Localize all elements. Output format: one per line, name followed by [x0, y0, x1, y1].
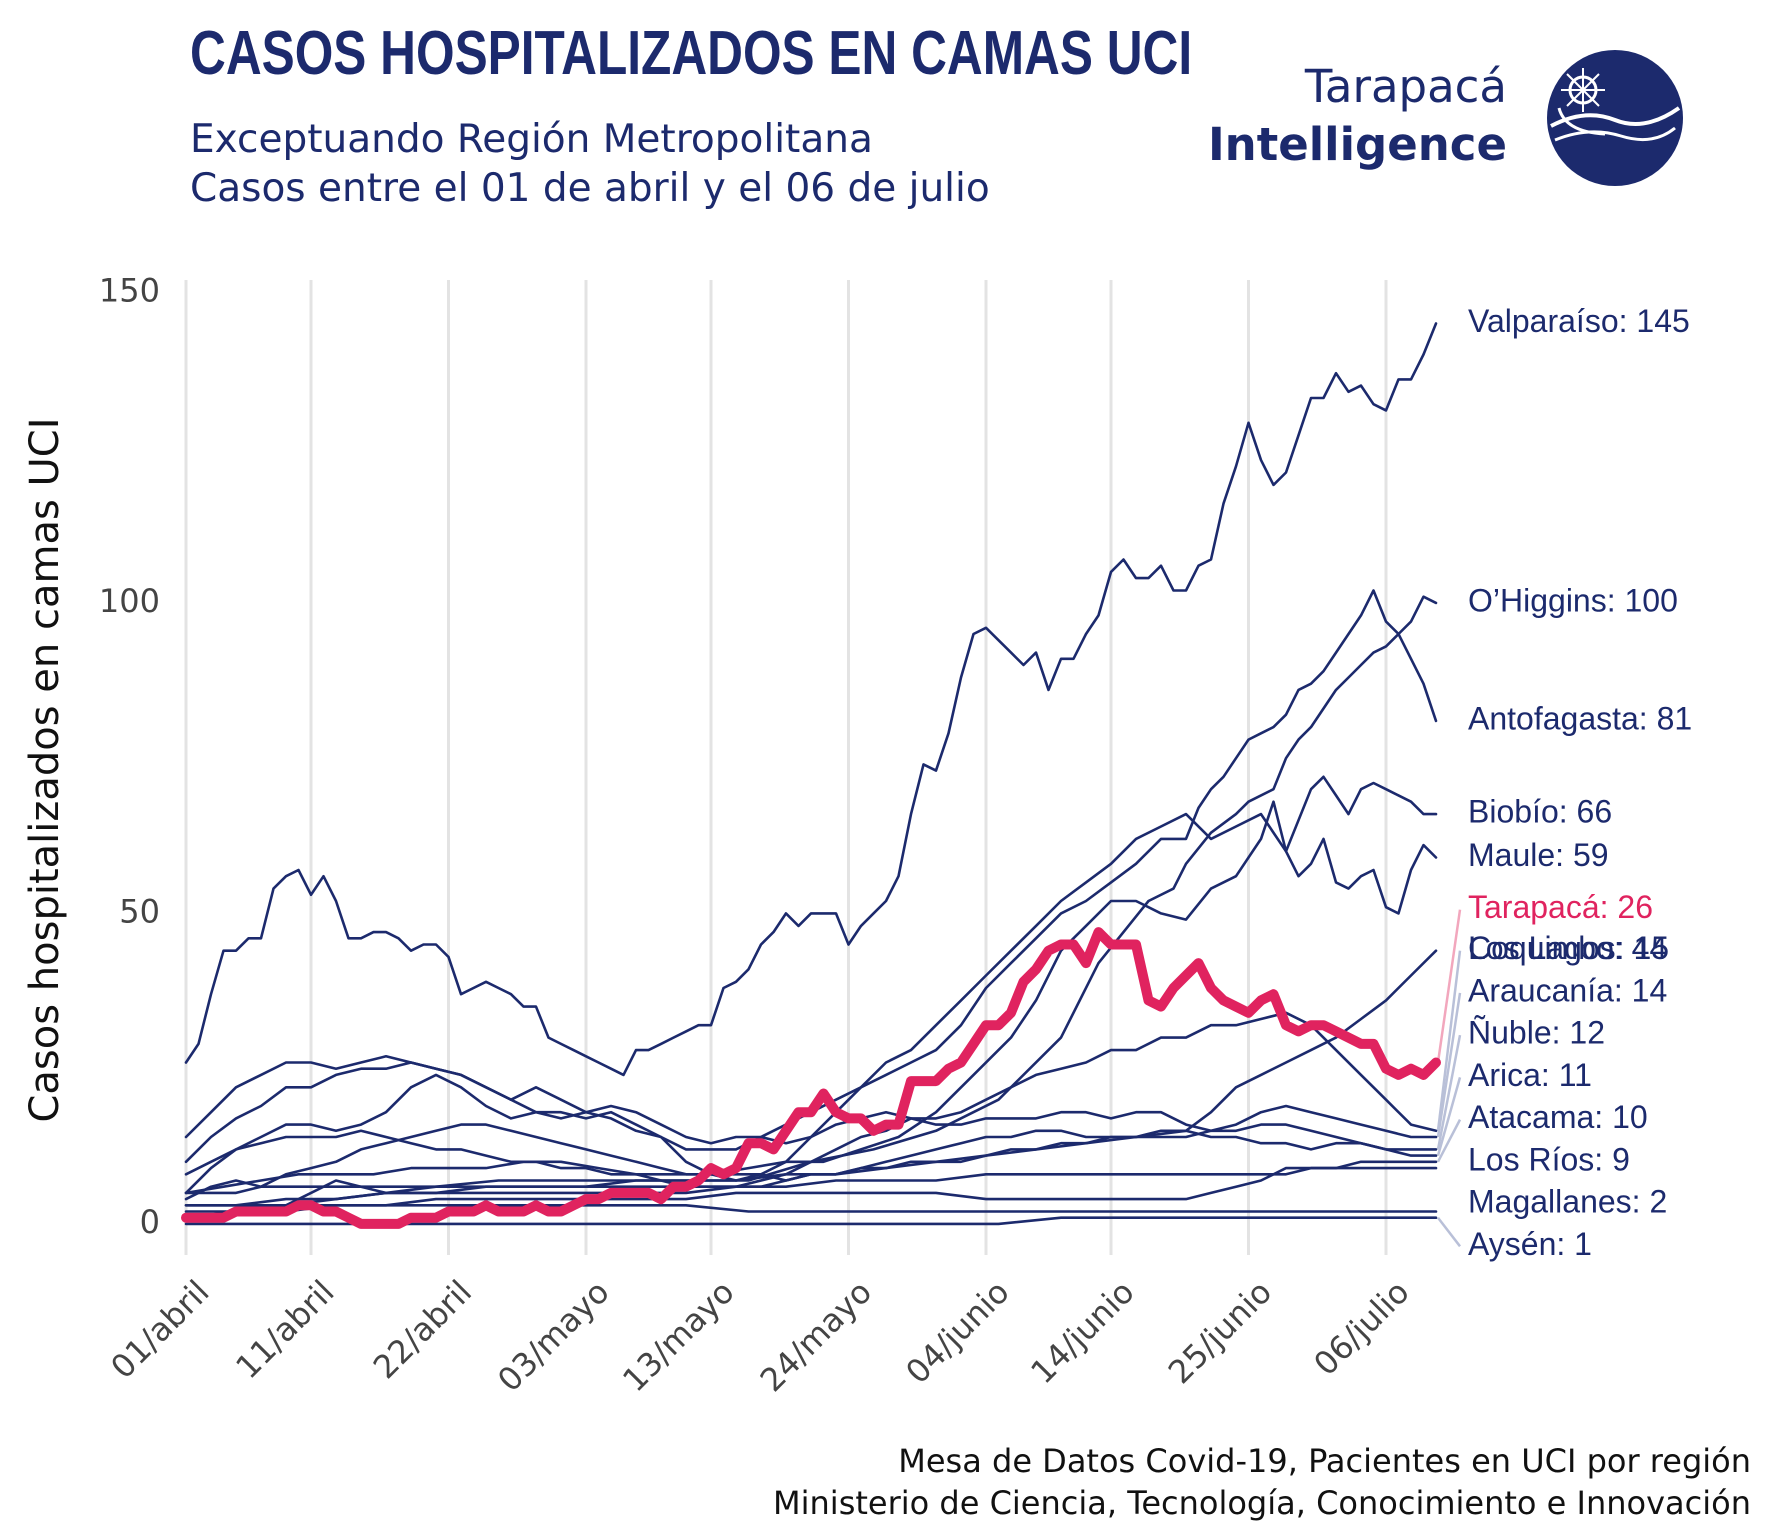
x-tick-label: 22/abril [366, 1273, 479, 1386]
series-end-label: Ñuble: 12 [1468, 1015, 1605, 1051]
y-tick-label: 150 [99, 271, 160, 309]
label-connector [1436, 1119, 1462, 1163]
series-line-valparaíso [184, 322, 1438, 1077]
y-axis-label: Casos hospitalizados en camas UCI [22, 417, 68, 1122]
series-end-label: O’Higgins: 100 [1468, 582, 1678, 618]
label-connector [1436, 1034, 1462, 1150]
series-end-label: Tarapacá: 26 [1468, 889, 1653, 925]
logo-text-line1: Tarapacá [1304, 60, 1507, 113]
series-end-label: Antofagasta: 81 [1468, 700, 1692, 736]
x-tick-label: 04/junio [898, 1273, 1016, 1391]
source-caption-line1: Mesa de Datos Covid-19, Pacientes en UCI… [898, 1442, 1751, 1480]
series-line-magallanes [184, 1204, 1438, 1213]
y-tick-label: 50 [119, 892, 160, 930]
label-connector [1437, 1216, 1461, 1248]
x-tick-label: 14/junio [1023, 1273, 1141, 1391]
series-end-label: Valparaíso: 145 [1468, 303, 1690, 339]
series-end-label: Coquimbo: 44 [1468, 930, 1667, 966]
series-line-tarapacá [181, 927, 1441, 1229]
x-tick-label: 24/mayo [753, 1273, 879, 1399]
series-line-arica [184, 1123, 1438, 1188]
vertical-grid [184, 280, 1388, 1255]
x-tick-label: 06/julio [1306, 1273, 1416, 1383]
x-tick-label: 11/abril [228, 1273, 341, 1386]
globe-emblem-icon [1547, 50, 1683, 186]
x-tick-label: 01/abril [103, 1273, 216, 1386]
series-end-labels: Valparaíso: 145 O’Higgins: 100 Antofagasta… [1468, 303, 1692, 1262]
chart-subtitle-line1: Exceptuando Región Metropolitana [190, 117, 873, 162]
y-tick-label: 0 [140, 1203, 160, 1241]
label-connector [1436, 1077, 1462, 1156]
series-end-label: Atacama: 10 [1468, 1099, 1648, 1135]
source-caption-line2: Ministerio de Ciencia, Tecnología, Conoc… [773, 1484, 1751, 1522]
chart-title: CASOS HOSPITALIZADOS EN CAMAS UCI [190, 19, 1193, 88]
series-line-o-higgins [184, 595, 1438, 1195]
series-end-label: Araucanía: 14 [1468, 972, 1667, 1008]
series-line-biobío [184, 775, 1438, 1182]
series-end-label: Aysén: 1 [1468, 1226, 1592, 1262]
tarapaca-intelligence-logo: Tarapacá Intelligence [1208, 40, 1725, 200]
label-connector [1436, 950, 1462, 1131]
chart-subtitle-line2: Casos entre el 01 de abril y el 06 de ju… [190, 166, 990, 211]
y-axis-ticks: 0 50 100 150 [99, 271, 160, 1241]
series-lines [181, 322, 1441, 1229]
label-connectors [1436, 909, 1462, 1248]
y-tick-label: 100 [99, 582, 160, 620]
x-tick-label: 13/mayo [615, 1273, 741, 1399]
series-line-araucanía [184, 1073, 1438, 1195]
label-connector [1436, 909, 1462, 1063]
series-line-los-lagos [184, 1011, 1438, 1219]
series-end-label: Los Lagos: 15 [1468, 930, 1669, 966]
series-end-label: Biobío: 66 [1468, 794, 1612, 830]
series-end-label: Arica: 11 [1468, 1057, 1592, 1093]
x-tick-label: 25/junio [1161, 1273, 1279, 1391]
logo-text-line2: Intelligence [1207, 118, 1507, 171]
series-end-label: Maule: 59 [1468, 837, 1609, 873]
series-line-los-ríos [184, 1166, 1438, 1219]
label-connector [1436, 992, 1462, 1138]
x-tick-label: 03/mayo [490, 1273, 616, 1399]
series-line-maule [184, 800, 1438, 1195]
series-end-label: Los Ríos: 9 [1468, 1141, 1630, 1177]
series-end-label: Magallanes: 2 [1468, 1184, 1667, 1220]
